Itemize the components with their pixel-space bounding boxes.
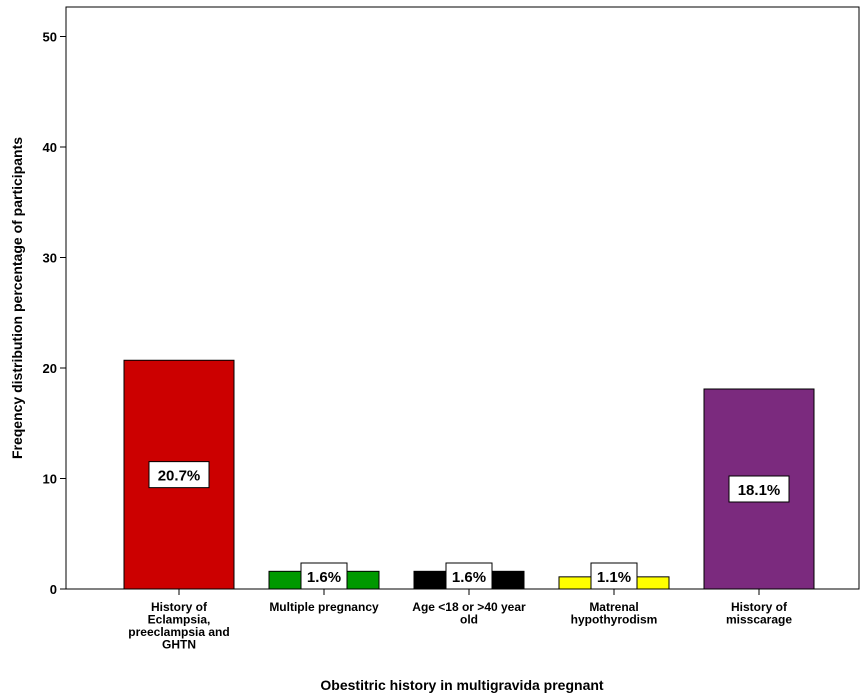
x-axis-title: Obestitric history in multigravida pregn…	[320, 677, 603, 693]
data-labels: 20.7% 1.6% 1.6% 1.1% 18.1%	[148, 461, 790, 590]
data-label-box	[148, 461, 210, 489]
x-tick-label: preeclampsia and	[128, 625, 229, 639]
data-label: 1.6%	[307, 569, 341, 586]
x-tick-label: History of	[731, 600, 788, 614]
x-tick-label: Age <18 or >40 year	[412, 600, 526, 614]
data-label-box	[300, 562, 348, 590]
y-tick-label: 40	[43, 140, 57, 155]
data-label-box	[728, 475, 790, 503]
y-axis-title: Freqency distribution percentage of part…	[9, 137, 25, 459]
y-tick-label: 30	[43, 251, 57, 266]
x-tick-label: misscarage	[726, 613, 792, 627]
x-tick-label: Eclampsia,	[148, 613, 211, 627]
data-label: 1.1%	[597, 569, 631, 586]
y-tick-label: 20	[43, 361, 57, 376]
y-axis: 0 10 20 30 40 50	[43, 30, 66, 597]
y-tick-label: 50	[43, 30, 57, 45]
data-label-box	[590, 562, 638, 590]
data-label: 20.7%	[158, 468, 201, 485]
data-label-box	[445, 562, 493, 590]
x-tick-label: Matrenal	[589, 600, 638, 614]
bars	[123, 359, 815, 590]
x-tick-label: Multiple pregnancy	[269, 600, 379, 614]
x-tick-label: History of	[151, 600, 208, 614]
data-label: 18.1%	[738, 482, 781, 499]
x-tick-label: GHTN	[162, 638, 196, 652]
x-tick-label: hypothyrodism	[571, 613, 658, 627]
y-tick-label: 10	[43, 472, 57, 487]
x-tick-label: old	[460, 613, 478, 627]
y-tick-label: 0	[50, 582, 57, 597]
data-label: 1.6%	[452, 569, 486, 586]
